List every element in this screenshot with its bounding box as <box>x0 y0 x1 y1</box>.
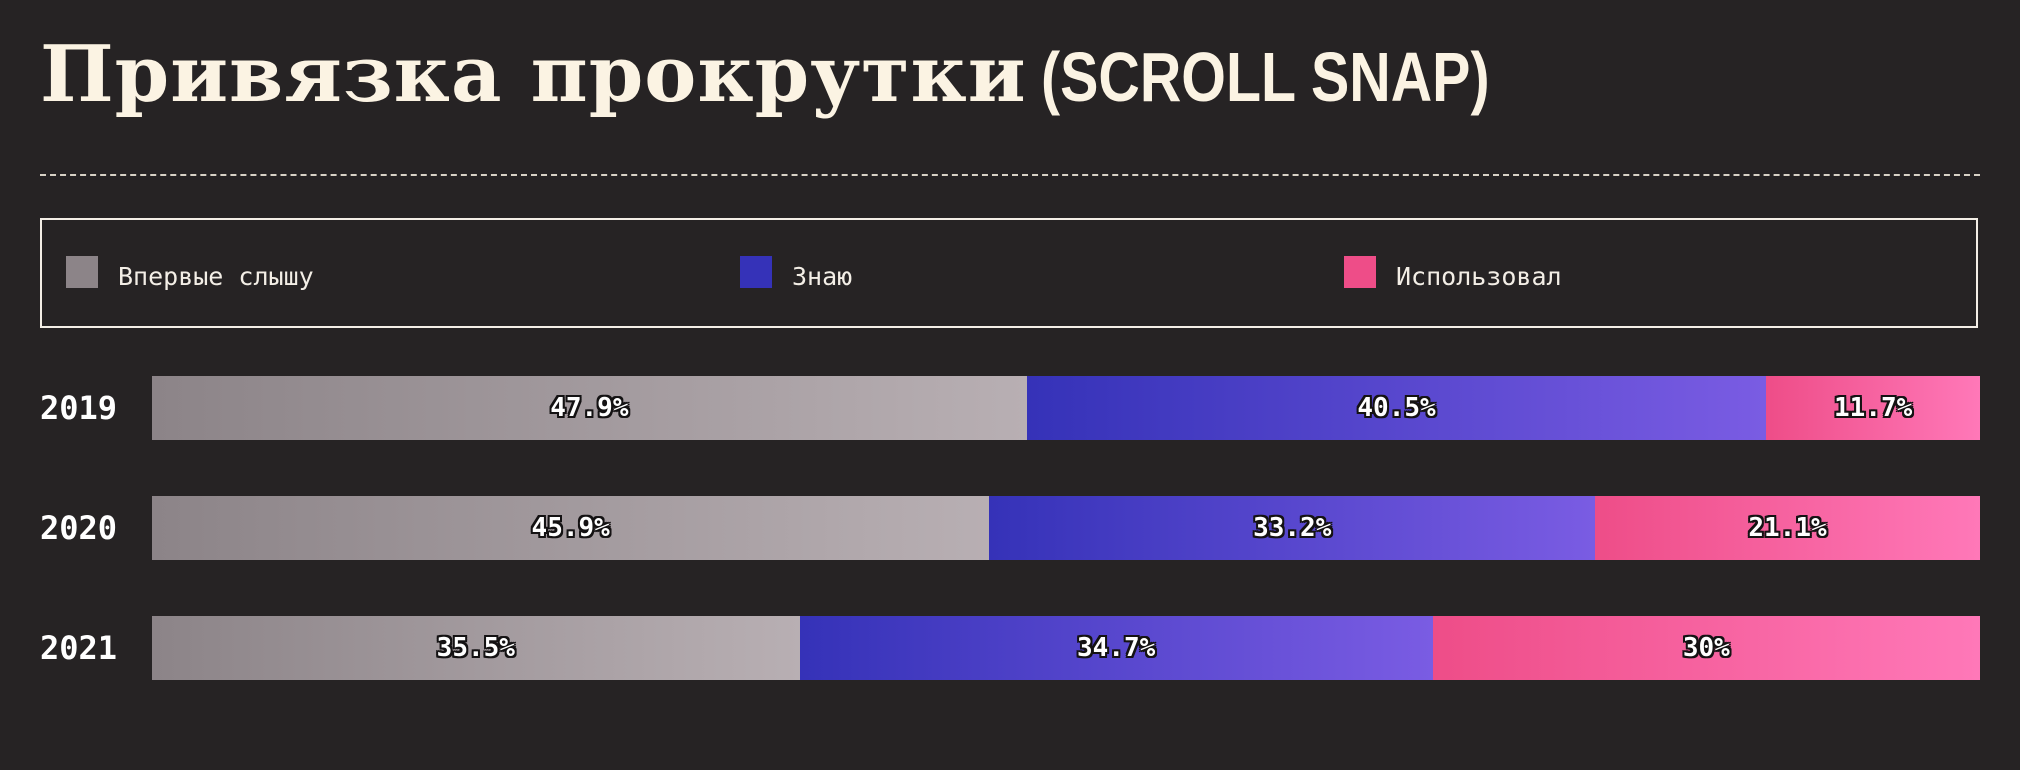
bar-row-2020: 45.9% 33.2% 21.1% <box>152 496 1980 560</box>
bar-segment-know-2019 <box>1026 376 1767 440</box>
data-label-never-2020: 45.9% <box>531 513 610 543</box>
data-label-never-2021: 35.5% <box>436 633 515 663</box>
title-divider <box>40 174 1980 176</box>
bar-segment-used-2021 <box>1432 616 1980 680</box>
data-label-know-2019: 40.5% <box>1357 393 1436 423</box>
row-label-2020: 2020 <box>40 509 118 547</box>
legend-label-never: Впервые слышу <box>118 261 314 291</box>
legend: Впервые слышу Знаю Использовал <box>40 218 1978 328</box>
data-label-used-2021: 30% <box>1682 633 1730 663</box>
legend-item-never: Впервые слышу <box>66 256 314 291</box>
data-label-never-2019: 47.9% <box>550 393 629 423</box>
bar-segment-know-2020 <box>989 496 1596 560</box>
legend-item-used: Использовал <box>1344 256 1562 291</box>
data-label-used-2020: 21.1% <box>1748 513 1827 543</box>
chart-title-sub: (SCROLL SNAP) <box>1040 38 1490 116</box>
bar-segment-never-2019 <box>152 376 1027 440</box>
data-label-know-2020: 33.2% <box>1253 513 1332 543</box>
row-label-2019: 2019 <box>40 389 118 427</box>
bar-row-2021: 35.5% 34.7% 30% <box>152 616 1980 680</box>
bar-segment-never-2021 <box>152 616 800 680</box>
chart-title-main: Привязка прокрутки <box>40 29 1027 120</box>
row-label-2021: 2021 <box>40 629 118 667</box>
bar-segment-know-2021 <box>799 616 1433 680</box>
data-label-know-2021: 34.7% <box>1077 633 1156 663</box>
legend-swatch-never <box>66 256 98 288</box>
legend-label-used: Использовал <box>1396 261 1562 291</box>
legend-label-know: Знаю <box>792 261 853 291</box>
bar-row-2019: 47.9% 40.5% 11.7% <box>152 376 1980 440</box>
bar-segment-never-2020 <box>152 496 990 560</box>
bar-segment-used-2020 <box>1595 496 1980 560</box>
chart-title: Привязка прокрутки (SCROLL SNAP) <box>40 36 1588 114</box>
data-label-used-2019: 11.7% <box>1834 393 1913 423</box>
legend-swatch-know <box>740 256 772 288</box>
bar-segment-used-2019 <box>1766 376 1980 440</box>
legend-swatch-used <box>1344 256 1376 288</box>
legend-item-know: Знаю <box>740 256 853 291</box>
